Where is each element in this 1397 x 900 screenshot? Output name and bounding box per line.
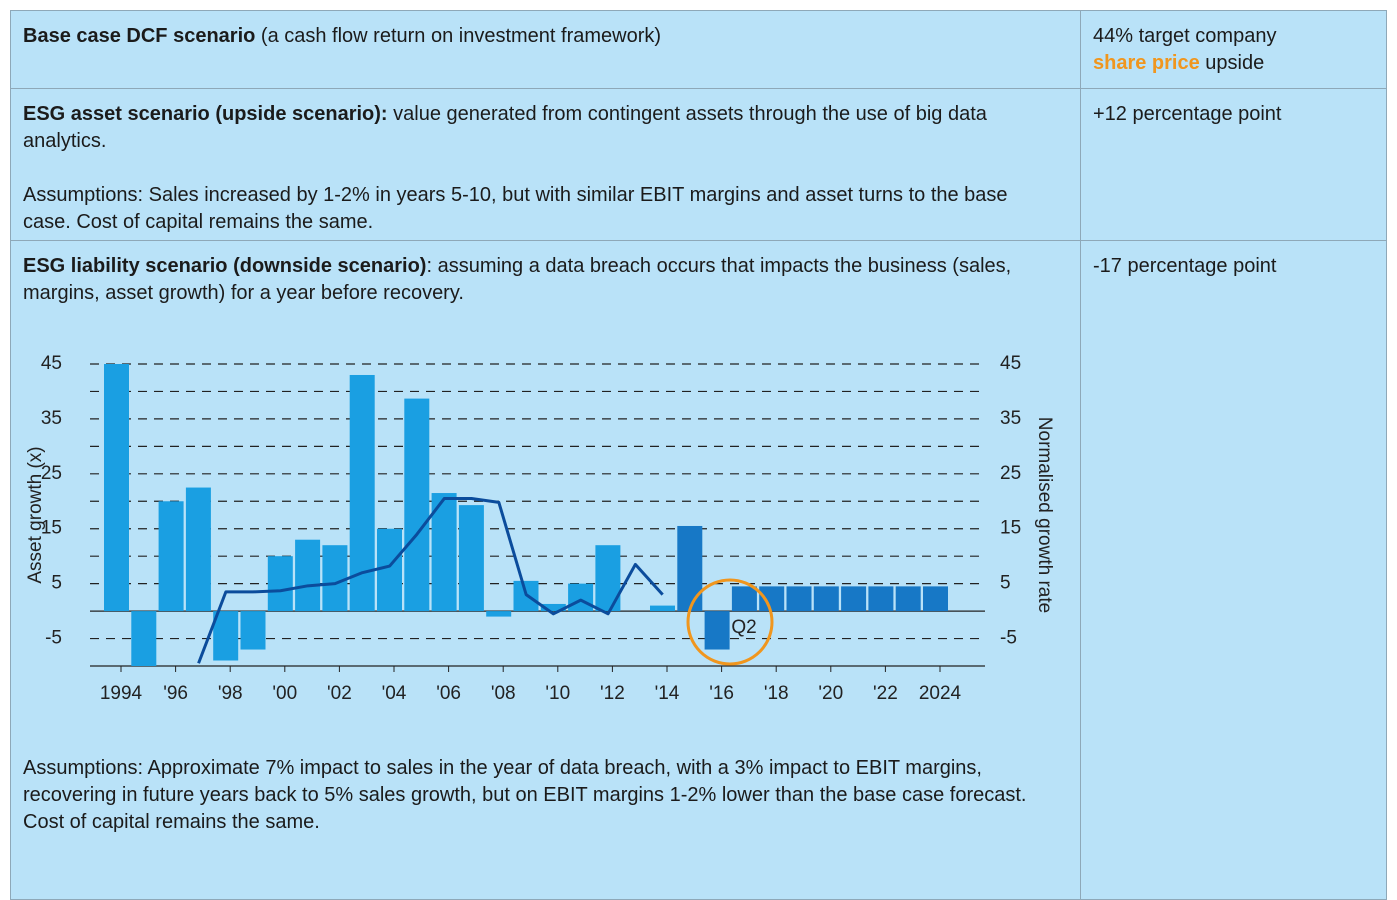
bar <box>131 611 157 666</box>
y-tick-label: 5 <box>51 573 62 594</box>
y2-tick-label: 25 <box>1000 463 1021 484</box>
value: 44% target company <box>1093 25 1277 47</box>
bar <box>431 493 457 612</box>
annotation-label: Q2 <box>731 617 756 638</box>
y-tick-label: 45 <box>41 353 62 374</box>
bar <box>650 605 675 612</box>
bar <box>213 611 239 661</box>
bar <box>704 611 730 650</box>
bar <box>404 398 430 612</box>
x-tick-label: '04 <box>382 683 407 704</box>
y2-tick-label: 45 <box>1000 353 1021 374</box>
x-tick-label: 1994 <box>100 683 143 704</box>
y-tick-label: 25 <box>41 463 62 484</box>
bar <box>813 586 839 612</box>
bar <box>185 487 211 612</box>
y2-axis-label: Normalised growth rate <box>1034 417 1055 613</box>
y-tick-label: -5 <box>45 628 62 649</box>
bar <box>568 583 594 612</box>
bar <box>458 505 484 612</box>
y2-tick-label: 5 <box>1000 573 1011 594</box>
row-2-description: ESG asset scenario (upside scenario): va… <box>10 88 1081 241</box>
bar <box>786 586 812 612</box>
value-suffix: upside <box>1205 52 1265 74</box>
y-tick-label: 15 <box>41 518 62 539</box>
bar <box>322 545 348 612</box>
y2-tick-label: 15 <box>1000 518 1021 539</box>
bar <box>104 364 129 612</box>
x-tick-label: '02 <box>327 683 352 704</box>
bar <box>759 586 785 612</box>
bar <box>923 586 948 612</box>
line <box>197 497 664 664</box>
annotation-circle <box>686 578 774 666</box>
bar <box>868 586 894 612</box>
bar <box>841 586 867 612</box>
notes: Assumptions: Approximate 7% impact to sa… <box>23 757 1027 833</box>
bar <box>158 501 184 612</box>
row-2-value: +12 percentage point <box>1080 88 1387 241</box>
bar <box>267 556 293 612</box>
y-tick-label: 35 <box>41 408 62 429</box>
value: -17 percentage point <box>1093 255 1277 277</box>
x-tick-label: 2024 <box>919 683 962 704</box>
bar <box>731 586 757 612</box>
x-tick-label: '18 <box>764 683 789 704</box>
x-tick-label: '14 <box>655 683 680 704</box>
heading: ESG liability scenario (downside scenari… <box>23 255 427 277</box>
bar <box>677 525 703 612</box>
y2-tick-label: -5 <box>1000 628 1017 649</box>
bar <box>895 586 921 612</box>
page: Base case DCF scenario (a cash flow retu… <box>10 10 1387 900</box>
bar <box>540 603 566 612</box>
heading: ESG asset scenario (upside scenario): <box>23 103 388 125</box>
chart: 45 35 25 15 5 -5 45 35 25 15 5 -5 Asset growth (x) No… <box>25 353 1055 704</box>
text: : assuming a data breach occurs that imp… <box>23 255 1012 304</box>
x-tick-label: '12 <box>600 683 625 704</box>
y-axis-label: Asset growth (x) <box>25 446 46 583</box>
highlight: share price <box>1093 52 1200 74</box>
x-tick-label: '98 <box>218 683 243 704</box>
value: +12 percentage point <box>1093 103 1282 125</box>
notes: Assumptions: Sales increased by 1-2% in … <box>23 184 1008 233</box>
bar <box>240 611 266 650</box>
text: value generated from contingent assets t… <box>23 103 987 152</box>
x-tick-label: '16 <box>709 683 734 704</box>
x-tick-label: '06 <box>436 683 461 704</box>
x-tick-label: '20 <box>818 683 843 704</box>
heading: Base case DCF scenario <box>23 25 256 47</box>
row-1-value: 44% target company share price upside <box>1080 10 1387 89</box>
row-3-value: -17 percentage point <box>1080 240 1387 900</box>
bar <box>486 611 512 617</box>
x-tick-label: '22 <box>873 683 898 704</box>
text: (a cash flow return on investment framew… <box>260 25 662 47</box>
bar <box>377 528 402 612</box>
bar <box>295 539 321 612</box>
row-1-description: Base case DCF scenario (a cash flow retu… <box>10 10 1081 89</box>
x-tick-label: '00 <box>272 683 297 704</box>
x-tick-label: '08 <box>491 683 516 704</box>
x-tick-label: '10 <box>545 683 570 704</box>
x-tick-label: '96 <box>163 683 188 704</box>
y2-tick-label: 35 <box>1000 408 1021 429</box>
row-3-description: ESG liability scenario (downside scenari… <box>10 240 1081 900</box>
